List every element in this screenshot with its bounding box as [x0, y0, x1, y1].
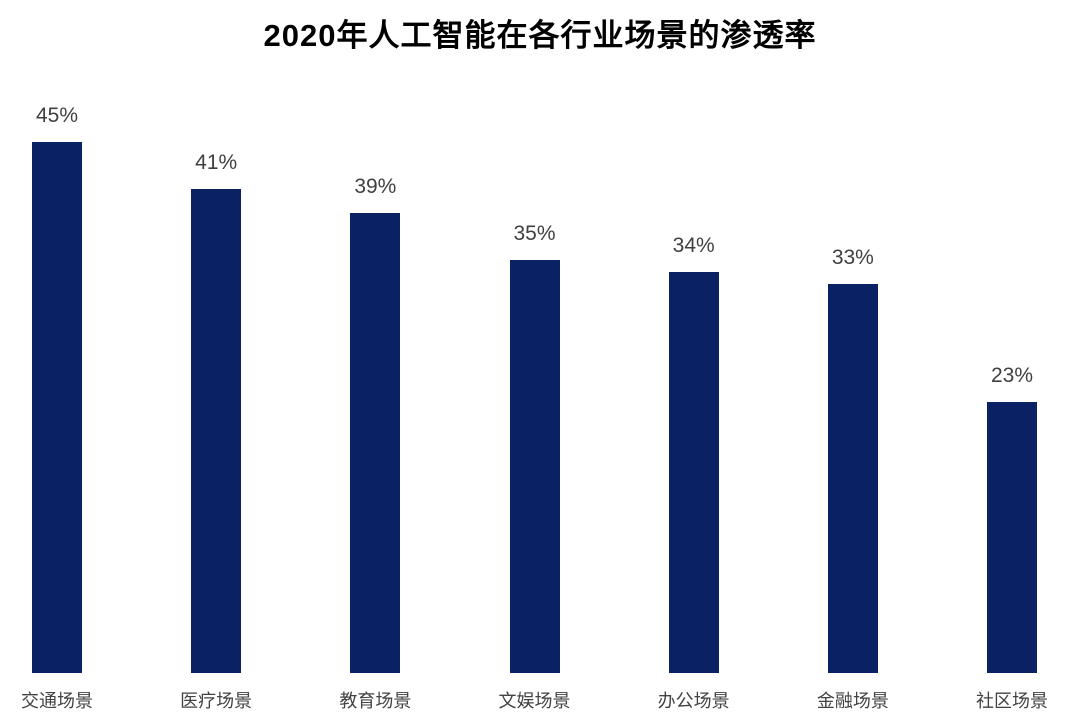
category-label: 社区场景 — [976, 691, 1049, 712]
bar — [668, 272, 719, 673]
bar — [191, 189, 242, 673]
bar-value-label: 45% — [35, 104, 79, 127]
bar-value-label: 39% — [354, 175, 397, 198]
bar — [32, 142, 82, 673]
bar-value-label: 23% — [991, 364, 1034, 387]
bar — [827, 284, 878, 673]
bar-value-label: 35% — [513, 222, 556, 245]
chart-title: 2020年人工智能在各行业场景的渗透率 — [263, 18, 817, 53]
category-label: 金融场景 — [816, 691, 889, 712]
bar-value-label: 34% — [672, 234, 715, 257]
category-label: 医疗场景 — [180, 691, 253, 712]
bar-value-label: 41% — [195, 151, 238, 174]
category-label: 文娱场景 — [498, 691, 571, 712]
category-label: 交通场景 — [21, 691, 93, 712]
bar — [987, 402, 1038, 673]
bar — [509, 260, 560, 673]
bar-value-label: 33% — [831, 246, 874, 269]
category-label: 办公场景 — [657, 691, 730, 712]
category-label: 教育场景 — [339, 691, 412, 712]
bar — [350, 213, 401, 673]
